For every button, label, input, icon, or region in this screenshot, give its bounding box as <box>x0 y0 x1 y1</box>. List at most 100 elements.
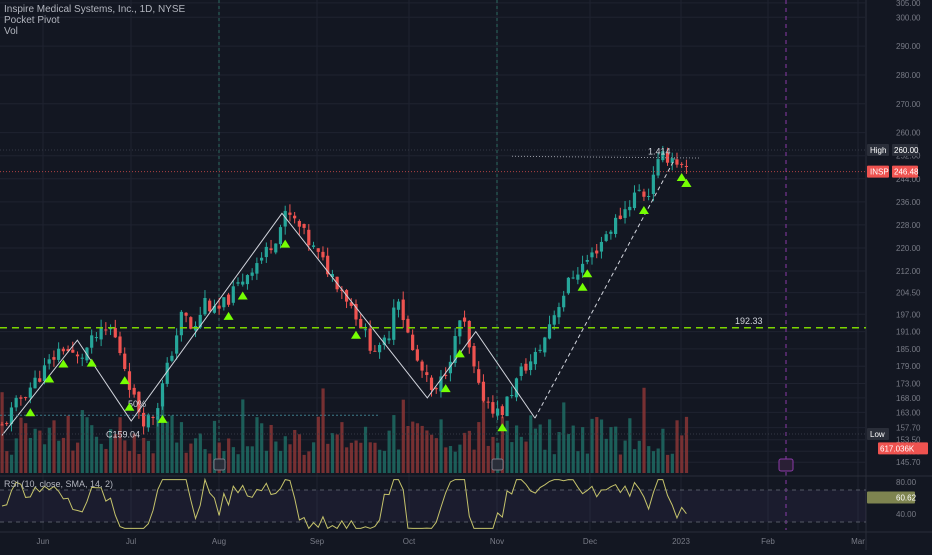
candle-body <box>288 212 292 215</box>
candle-body <box>330 273 334 278</box>
volume-bar <box>614 426 618 473</box>
candle-body <box>165 362 169 384</box>
volume-bar <box>434 438 438 473</box>
candle-body <box>80 357 84 359</box>
volume-bar <box>373 442 377 473</box>
candle-body <box>260 257 264 261</box>
price-tick-label: 197.00 <box>896 310 921 319</box>
candle-body <box>184 312 188 316</box>
pocket-pivot-marker <box>351 330 361 339</box>
candle-body <box>61 348 65 352</box>
candle-body <box>113 327 117 338</box>
volume-series <box>0 387 689 473</box>
candle-body <box>264 246 268 258</box>
volume-bar <box>628 418 632 473</box>
candle-body <box>590 252 594 258</box>
high-badge-label: High <box>870 146 886 155</box>
pocket-pivot-marker <box>577 282 588 291</box>
volume-bar <box>260 423 264 473</box>
candle-body <box>297 221 301 227</box>
candle-body <box>595 250 599 254</box>
candle-body <box>382 337 386 346</box>
volume-bar <box>179 422 184 473</box>
pocket-pivot-marker <box>582 269 593 278</box>
price-axis <box>866 0 932 550</box>
rsi-value-badge: 60.62 <box>896 494 917 503</box>
volume-bar <box>137 454 141 473</box>
candle-body <box>198 314 202 328</box>
volume-bar <box>326 443 330 473</box>
pocket-pivot-marker <box>223 311 234 320</box>
pocket-pivot-marker <box>681 178 692 187</box>
pocket-pivot-marker <box>44 374 55 383</box>
volume-bar <box>47 427 51 473</box>
volume-bar <box>104 448 108 473</box>
candle-body <box>618 215 622 220</box>
volume-bar <box>85 417 89 473</box>
volume-bar <box>288 444 292 473</box>
volume-bar <box>552 454 556 473</box>
candle-body <box>429 377 434 390</box>
candle-body <box>444 374 448 376</box>
candle-body <box>411 334 415 351</box>
volume-bar <box>481 390 486 473</box>
pocket-pivot-marker <box>440 384 451 393</box>
candle-body <box>311 245 316 247</box>
candle-body <box>142 412 146 427</box>
low-badge-label-bg <box>867 427 889 440</box>
volume-bar <box>585 453 589 473</box>
volume-bar <box>571 425 575 473</box>
volume-bar <box>581 427 585 473</box>
volume-bar <box>198 433 202 473</box>
volume-bar <box>599 419 604 473</box>
volume-bar <box>363 426 368 473</box>
candle-body <box>642 191 646 197</box>
candle-body <box>302 223 306 228</box>
candle-body <box>203 297 207 315</box>
price-tick-label: 300.00 <box>896 13 921 22</box>
volume-bar <box>14 438 18 473</box>
candle-body <box>255 263 259 274</box>
volume-bar <box>505 420 509 473</box>
candle-body <box>118 336 122 354</box>
candle-body <box>533 351 537 365</box>
candle-body <box>316 248 320 252</box>
candle-body <box>571 277 575 279</box>
candle-body <box>71 349 75 353</box>
candle-body <box>481 381 486 401</box>
volume-bar <box>543 449 547 473</box>
candle-body <box>491 402 495 414</box>
price-tick-label: 191.00 <box>896 328 921 337</box>
candle-body <box>250 272 254 276</box>
volume-bar <box>316 416 320 473</box>
pocket-pivot-marker <box>119 376 130 385</box>
price-tick-label: 168.00 <box>896 394 921 403</box>
candle-body <box>38 378 42 382</box>
volume-bar <box>302 454 306 473</box>
volume-bar <box>217 442 221 473</box>
candle-body <box>680 163 684 165</box>
volume-bar <box>359 442 363 473</box>
volume-bar <box>184 452 188 473</box>
volume-bar <box>52 420 56 473</box>
candle-body <box>599 241 604 252</box>
candle-body <box>42 365 47 382</box>
candle-body <box>14 397 18 408</box>
candle-body <box>368 328 372 351</box>
time-axis-label: Jun <box>37 537 50 546</box>
candle-body <box>245 275 250 285</box>
volume-bar <box>189 443 193 473</box>
volume-bar <box>529 415 533 473</box>
candle-body <box>462 317 467 322</box>
candle-body <box>132 387 136 395</box>
candle-body <box>519 366 523 376</box>
legend-title: Inspire Medical Systems, Inc., 1D, NYSE <box>4 4 186 15</box>
high-badge-value-bg <box>892 143 918 156</box>
volume-bar <box>448 446 453 473</box>
time-axis-label: Sep <box>310 537 325 546</box>
pocket-pivot-marker <box>86 358 97 367</box>
candle-body <box>486 401 490 403</box>
volume-bar <box>345 447 349 473</box>
